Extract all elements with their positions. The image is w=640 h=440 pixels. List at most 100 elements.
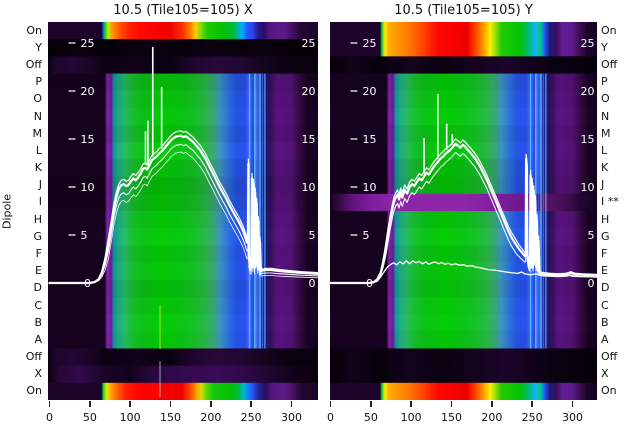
row-shade	[330, 245, 597, 263]
row-label-left-M-6: M	[32, 126, 43, 140]
row-label-left-J-9: J	[38, 178, 42, 192]
panel-title-y: 10.5 (Tile105=105) Y	[394, 3, 533, 18]
value-label-left: 20	[81, 85, 95, 98]
x-tick-mark	[329, 401, 332, 407]
heatmap-row	[48, 56, 318, 74]
value-label-left: 25	[81, 37, 95, 50]
row-shade	[330, 159, 597, 178]
row-label-right-L-7: L	[601, 143, 608, 157]
power-curve	[49, 151, 318, 284]
power-curve	[330, 151, 597, 284]
row-shade	[48, 296, 318, 315]
row-shade	[48, 125, 318, 143]
heatmap-row	[48, 365, 318, 384]
x-tick-mark	[370, 401, 372, 407]
value-label-right: 5	[588, 229, 595, 242]
heatmap-row	[48, 142, 318, 160]
row-label-left-Off-19: Off	[25, 350, 42, 364]
row-label-right-K-8: K	[601, 161, 609, 175]
x-tick-label: 250	[240, 411, 262, 424]
row-label-right-M-6: M	[601, 126, 611, 140]
heatmap-row	[48, 90, 318, 109]
row-label-left-G-12: G	[33, 229, 42, 243]
low-power-curve	[330, 260, 597, 284]
row-label-left-A-18: A	[34, 332, 42, 346]
row-label-left-Y-1: Y	[35, 40, 42, 54]
heatmap-row	[48, 348, 318, 367]
row-label-right-On-21: On	[601, 384, 617, 398]
row-label-left-K-8: K	[34, 161, 42, 175]
value-label-right: 15	[581, 133, 595, 146]
x-tick-label: 100	[400, 411, 422, 424]
heatmap-y-plot: 25 25 20 20 15 15 10 10 5 5 0 0	[330, 22, 597, 400]
row-label-right-I-10: I **	[601, 195, 619, 209]
heatmap-row	[48, 22, 318, 40]
x-tick-mark	[491, 401, 493, 407]
row-label-right-H-11: H	[601, 212, 610, 226]
row-shade	[48, 193, 318, 212]
value-label-right: 25	[581, 37, 595, 50]
row-label-left-On-0: On	[26, 23, 42, 37]
value-label-right: 20	[581, 85, 595, 98]
row-shade	[48, 159, 318, 178]
heatmap-row	[48, 159, 318, 178]
row-label-right-F-13: F	[601, 246, 608, 260]
row-label-left-E-14: E	[35, 264, 42, 278]
row-shade	[330, 211, 597, 229]
row-label-left-X-20: X	[34, 367, 42, 381]
row-shade	[48, 176, 318, 195]
row-label-left-On-21: On	[26, 384, 42, 398]
heatmap-row	[330, 193, 597, 212]
value-label-left: 15	[81, 133, 95, 146]
heatmap-row	[48, 107, 318, 126]
heatmap-panel-x: 25 25 20 20 15 15 10 10 5 5 0 0	[48, 22, 318, 400]
value-label-right: 0	[588, 277, 595, 290]
heatmap-x-plot: 25 25 20 20 15 15 10 10 5 5 0 0	[48, 22, 318, 400]
x-tick-label: 0	[46, 411, 53, 424]
value-label-left: 25	[363, 37, 377, 50]
value-label-left: 10	[363, 181, 377, 194]
row-shade	[330, 331, 597, 349]
heatmap-row	[330, 39, 597, 57]
row-label-left-D-15: D	[33, 281, 42, 295]
row-label-left-L-7: L	[35, 143, 42, 157]
row-label-right-D-15: D	[601, 281, 610, 295]
row-label-right-E-14: E	[601, 264, 608, 278]
x-tick-mark	[48, 401, 51, 407]
heatmap-row	[330, 22, 597, 40]
value-label-left: 0	[84, 277, 91, 290]
heatmap-row	[48, 228, 318, 246]
heatmap-row	[48, 382, 318, 400]
x-tick-mark	[250, 401, 252, 407]
row-label-right-O-4: O	[601, 92, 610, 106]
row-shade	[48, 211, 318, 229]
value-label-left: 5	[363, 229, 370, 242]
x-tick-mark	[89, 401, 91, 407]
heatmap-row	[48, 39, 318, 57]
value-label-right: 5	[309, 229, 316, 242]
row-label-right-B-17: B	[601, 315, 609, 329]
value-label-right: 10	[581, 181, 595, 194]
value-label-right: 25	[302, 37, 316, 50]
heatmap-panel-y: 25 25 20 20 15 15 10 10 5 5 0 0	[330, 22, 597, 400]
row-label-left-H-11: H	[33, 212, 42, 226]
heatmap-row	[48, 73, 318, 92]
row-label-left-N-5: N	[33, 109, 42, 123]
value-label-right: 20	[302, 85, 316, 98]
row-label-right-A-18: A	[601, 332, 609, 346]
row-label-right-J-9: J	[601, 178, 605, 192]
x-tick-label: 50	[363, 411, 378, 424]
value-label-right: 15	[302, 133, 316, 146]
row-label-right-Y-1: Y	[601, 40, 608, 54]
value-label-left: 20	[363, 85, 377, 98]
heatmap-row	[48, 331, 318, 349]
x-tick-label: 100	[119, 411, 141, 424]
x-tick-label: 200	[481, 411, 503, 424]
heatmap-row	[48, 125, 318, 143]
value-label-left: 15	[363, 133, 377, 146]
row-label-right-P-3: P	[601, 75, 608, 89]
row-shade	[48, 245, 318, 263]
row-label-left-B-17: B	[34, 315, 42, 329]
x-tick-mark	[129, 401, 131, 407]
